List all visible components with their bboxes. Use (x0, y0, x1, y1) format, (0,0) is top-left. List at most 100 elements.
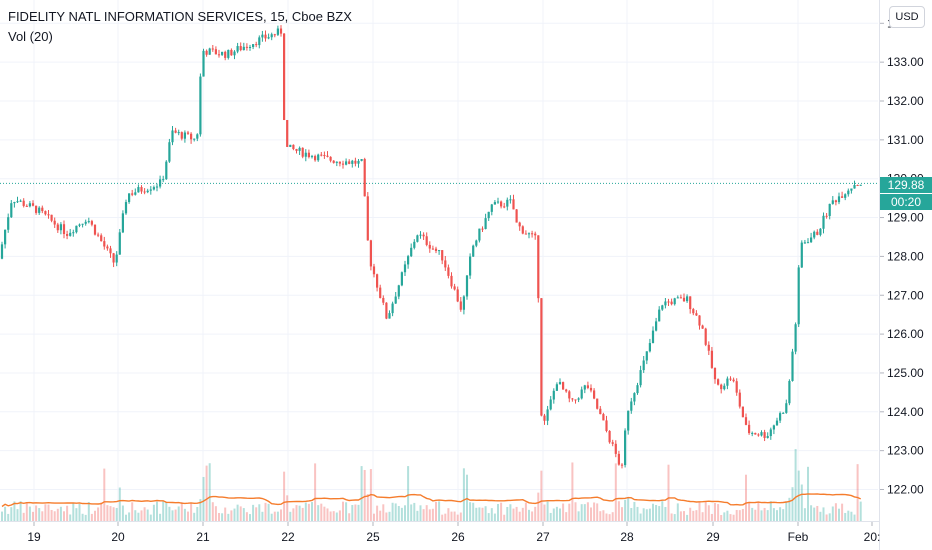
time-axis[interactable]: 19 20 21 22 25 26 27 28 29 Feb 20: (27, 522, 880, 544)
volume-bar (726, 510, 729, 521)
candle-body (537, 235, 540, 299)
volume-bar (825, 514, 828, 521)
candle-body (345, 161, 348, 165)
volume-bar (276, 511, 279, 521)
candle-body (487, 211, 490, 219)
volume-bar (156, 501, 158, 521)
candle-body (810, 237, 813, 243)
volume-bar (394, 503, 397, 521)
price-axis[interactable]: 122.00 123.00 124.00 125.00 126.00 127.00 128.… (880, 16, 924, 497)
candle-body (837, 196, 841, 203)
volume-bar (540, 470, 543, 521)
candle-body (518, 222, 521, 227)
volume-bar (428, 509, 431, 521)
volume-bar (286, 495, 289, 521)
volume-bar (149, 514, 152, 521)
volume-bar (546, 501, 549, 521)
candle-body (710, 350, 713, 368)
volume-bar (338, 510, 341, 521)
volume-bar (295, 505, 298, 521)
volume-bar (487, 513, 490, 521)
candle-body (800, 242, 803, 268)
candle-body (323, 155, 326, 157)
candle-body (10, 203, 13, 218)
price-tick-label: 131.00 (887, 133, 924, 147)
volume-bar (661, 501, 664, 521)
volume-bar (125, 514, 127, 521)
volume-bar (304, 502, 307, 521)
candle-body (490, 204, 493, 212)
volume-bar (407, 466, 410, 521)
candle-body (844, 194, 847, 198)
candle-body (543, 415, 546, 421)
volume-bar (608, 514, 611, 521)
candle-body (757, 434, 760, 436)
volume-bar (760, 510, 763, 521)
volume-bar (431, 508, 434, 521)
volume-bar (146, 509, 149, 521)
candle-body (431, 248, 434, 250)
volume-bar (211, 502, 214, 521)
volume-bar (25, 502, 28, 521)
candle-body (149, 189, 152, 191)
candle-body (128, 193, 131, 203)
candle-body (44, 211, 47, 215)
volume-bar (776, 510, 778, 521)
candle-body (496, 201, 500, 203)
volume-bar (22, 512, 25, 521)
candle-body (769, 429, 772, 437)
volume-bar (187, 511, 189, 521)
candle-body (292, 144, 295, 150)
volume-bar (410, 504, 413, 521)
volume-bar (196, 507, 199, 521)
volume-bar (38, 508, 41, 521)
candle-body (239, 46, 242, 51)
volume-bar (227, 513, 230, 521)
candle-body (695, 313, 698, 316)
candle-body (447, 267, 450, 276)
volume-bar (214, 506, 217, 521)
candle-body (109, 248, 112, 254)
candle-body (388, 313, 391, 319)
volume-bar (698, 501, 701, 521)
volume-bar (769, 501, 772, 521)
volume-bar (667, 464, 670, 521)
candle-body (856, 185, 859, 187)
candle-body (31, 203, 35, 206)
candle-body (428, 244, 431, 249)
volume-bar (503, 514, 506, 521)
candle-body (329, 156, 332, 161)
volume-bar (701, 512, 704, 521)
candle-body (558, 382, 562, 385)
volume-bar (834, 503, 837, 521)
volume-bar (788, 497, 791, 521)
volume-indicator-label[interactable]: Vol (20) (8, 29, 53, 44)
volume-bar (81, 513, 84, 521)
symbol-title[interactable]: FIDELITY NATL INFORMATION SERVICES, 15, … (8, 9, 352, 24)
candle-body (850, 188, 853, 191)
candle-body (140, 187, 143, 192)
currency-button[interactable]: USD (889, 6, 925, 28)
candle-body (500, 201, 503, 207)
candle-body (56, 224, 59, 231)
volume-bar (388, 511, 391, 521)
volume-bar (574, 502, 577, 521)
volume-bar (280, 509, 282, 521)
volume-bar (676, 503, 679, 521)
volume-bar (509, 504, 512, 521)
time-tick-label: Feb (788, 530, 809, 544)
volume-bar (617, 501, 620, 521)
volume-bar (813, 507, 816, 521)
volume-bar (397, 506, 400, 521)
candle-body (286, 120, 289, 147)
candle-body (93, 224, 97, 235)
candle-body (462, 296, 465, 310)
candle-body (224, 51, 227, 58)
candle-body (245, 46, 248, 48)
volume-bar (69, 514, 72, 521)
candle-body (13, 202, 16, 204)
candle-body (314, 156, 317, 161)
volume-bar (425, 505, 428, 521)
volume-bar (528, 509, 530, 521)
